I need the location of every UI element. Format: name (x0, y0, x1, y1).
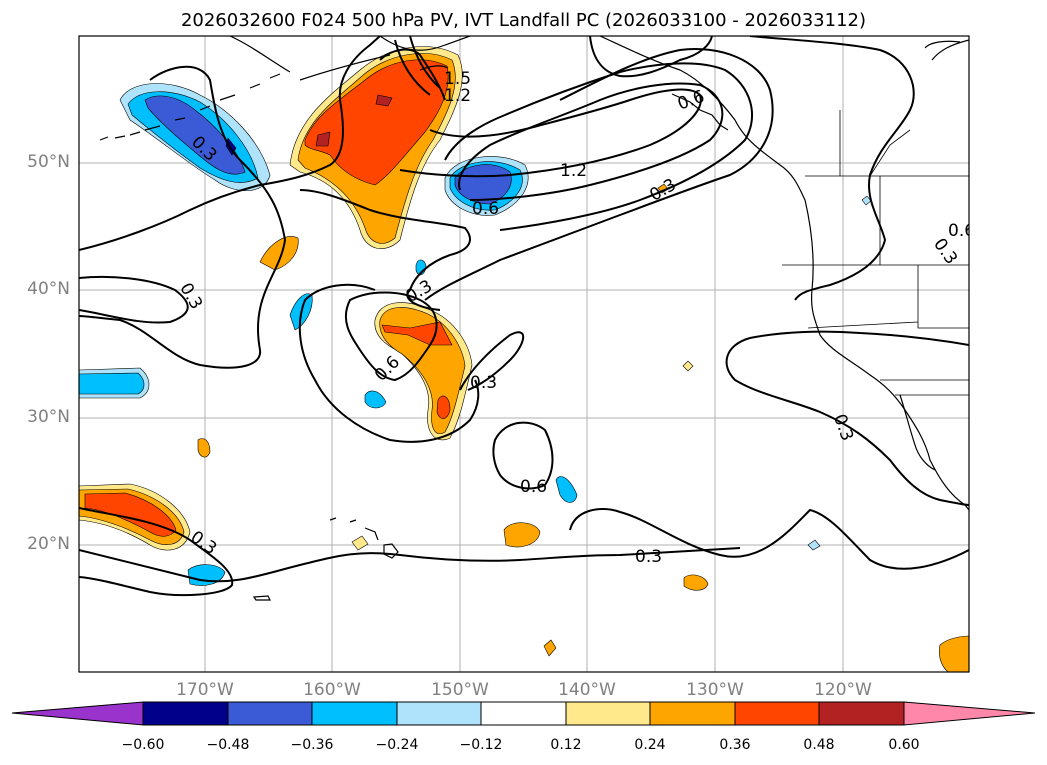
pv-contour (79, 65, 287, 369)
colorbar-tick: −0.24 (375, 737, 419, 753)
pv-contour (399, 88, 702, 178)
colorbar (11, 701, 1036, 726)
contour-label: 1.2 (444, 86, 471, 106)
map-title: 2026032600 F024 500 hPa PV, IVT Landfall… (180, 10, 867, 31)
negative-anomaly-region (807, 539, 821, 551)
pv-contour (299, 48, 774, 311)
colorbar-segment (649, 701, 736, 726)
contour-label: 0.6 (520, 477, 547, 497)
pv-contour (492, 421, 554, 490)
negative-anomaly-region (364, 390, 387, 409)
contour-label: 0.3 (470, 373, 497, 393)
contour-label: 0.6 (472, 199, 499, 219)
pv-contour (298, 283, 525, 443)
colorbar-tick: 0.48 (803, 737, 835, 753)
contour-label: 1.5 (444, 69, 471, 89)
coastlines (99, 36, 969, 601)
colorbar-tick: −0.12 (459, 737, 503, 753)
pv-contour (79, 547, 741, 583)
contour-label: 1.2 (560, 161, 587, 181)
positive-anomaly-region (543, 639, 557, 657)
us-state-border (782, 176, 969, 396)
negative-anomaly-region (144, 95, 246, 175)
pv-contour (79, 36, 381, 251)
positive-anomaly-region (304, 59, 449, 186)
positive-anomaly-region (503, 522, 541, 548)
north-america-coastline (599, 36, 969, 511)
positive-anomaly-region (375, 94, 393, 107)
positive-anomaly-region (315, 131, 331, 147)
colorbar-tick: 0.60 (888, 737, 920, 753)
aleutian-islands (99, 73, 281, 141)
lat-label: 50°N (27, 152, 70, 172)
pv-contour (749, 36, 915, 301)
colorbar-tick: −0.48 (206, 737, 250, 753)
positive-anomaly-region (197, 438, 211, 458)
colorbar-tick: 0.24 (634, 737, 666, 753)
us-state-border (839, 110, 911, 177)
positive-anomaly-region (436, 395, 451, 419)
plot-frame (78, 35, 970, 673)
colorbar-segment (480, 701, 567, 726)
negative-anomaly-region (454, 164, 512, 205)
positive-anomaly-region (683, 574, 709, 591)
negative-anomaly-region (555, 476, 578, 503)
colorbar-segment (311, 701, 398, 726)
lon-label: 160°W (303, 680, 361, 700)
positive-anomaly-region (351, 535, 369, 551)
lat-label: 30°N (27, 407, 70, 427)
colorbar-tick: 0.12 (550, 737, 582, 753)
lon-label: 130°W (686, 680, 744, 700)
lon-label: 170°W (176, 680, 234, 700)
lat-label: 40°N (27, 279, 70, 299)
colorbar-segment (227, 701, 313, 726)
colorbar-extend-max (903, 701, 1036, 726)
colorbar-segment (396, 701, 482, 726)
hawaii-islands (329, 517, 399, 559)
island (671, 93, 729, 131)
contour-label: 0.6 (948, 221, 975, 241)
colorbar-segment (565, 701, 651, 726)
colorbar-extend-min (11, 701, 144, 726)
pv-contour (344, 291, 438, 382)
colorbar-tick: −0.60 (121, 737, 165, 753)
political-boundaries (782, 110, 969, 396)
negative-anomaly-region (79, 372, 145, 395)
lat-label: 20°N (27, 534, 70, 554)
positive-anomaly-region (259, 236, 299, 271)
lon-label: 150°W (431, 680, 489, 700)
pv-contours (79, 36, 969, 597)
pv-contour (79, 507, 234, 597)
pv-contour (569, 508, 969, 570)
colorbar-tick: −0.36 (290, 737, 334, 753)
positive-anomaly-region (381, 321, 453, 346)
baja-coastline (899, 394, 936, 471)
lon-label: 120°W (814, 680, 872, 700)
pv-contour (589, 36, 713, 78)
lon-label: 140°W (558, 680, 616, 700)
pv-contour (458, 82, 724, 201)
colorbar-tick: 0.36 (719, 737, 751, 753)
pv-contour (379, 36, 446, 101)
contour-label: 0.3 (635, 547, 662, 567)
colorbar-segment (142, 701, 229, 726)
island (252, 595, 271, 601)
positive-anomaly-region (682, 360, 694, 372)
pv-contour (725, 330, 969, 506)
colorbar-segment (734, 701, 820, 726)
colorbar-segment (818, 701, 905, 726)
positive-anomaly-region (938, 635, 969, 672)
pv-contour (79, 275, 189, 324)
pv-contour (444, 62, 754, 231)
